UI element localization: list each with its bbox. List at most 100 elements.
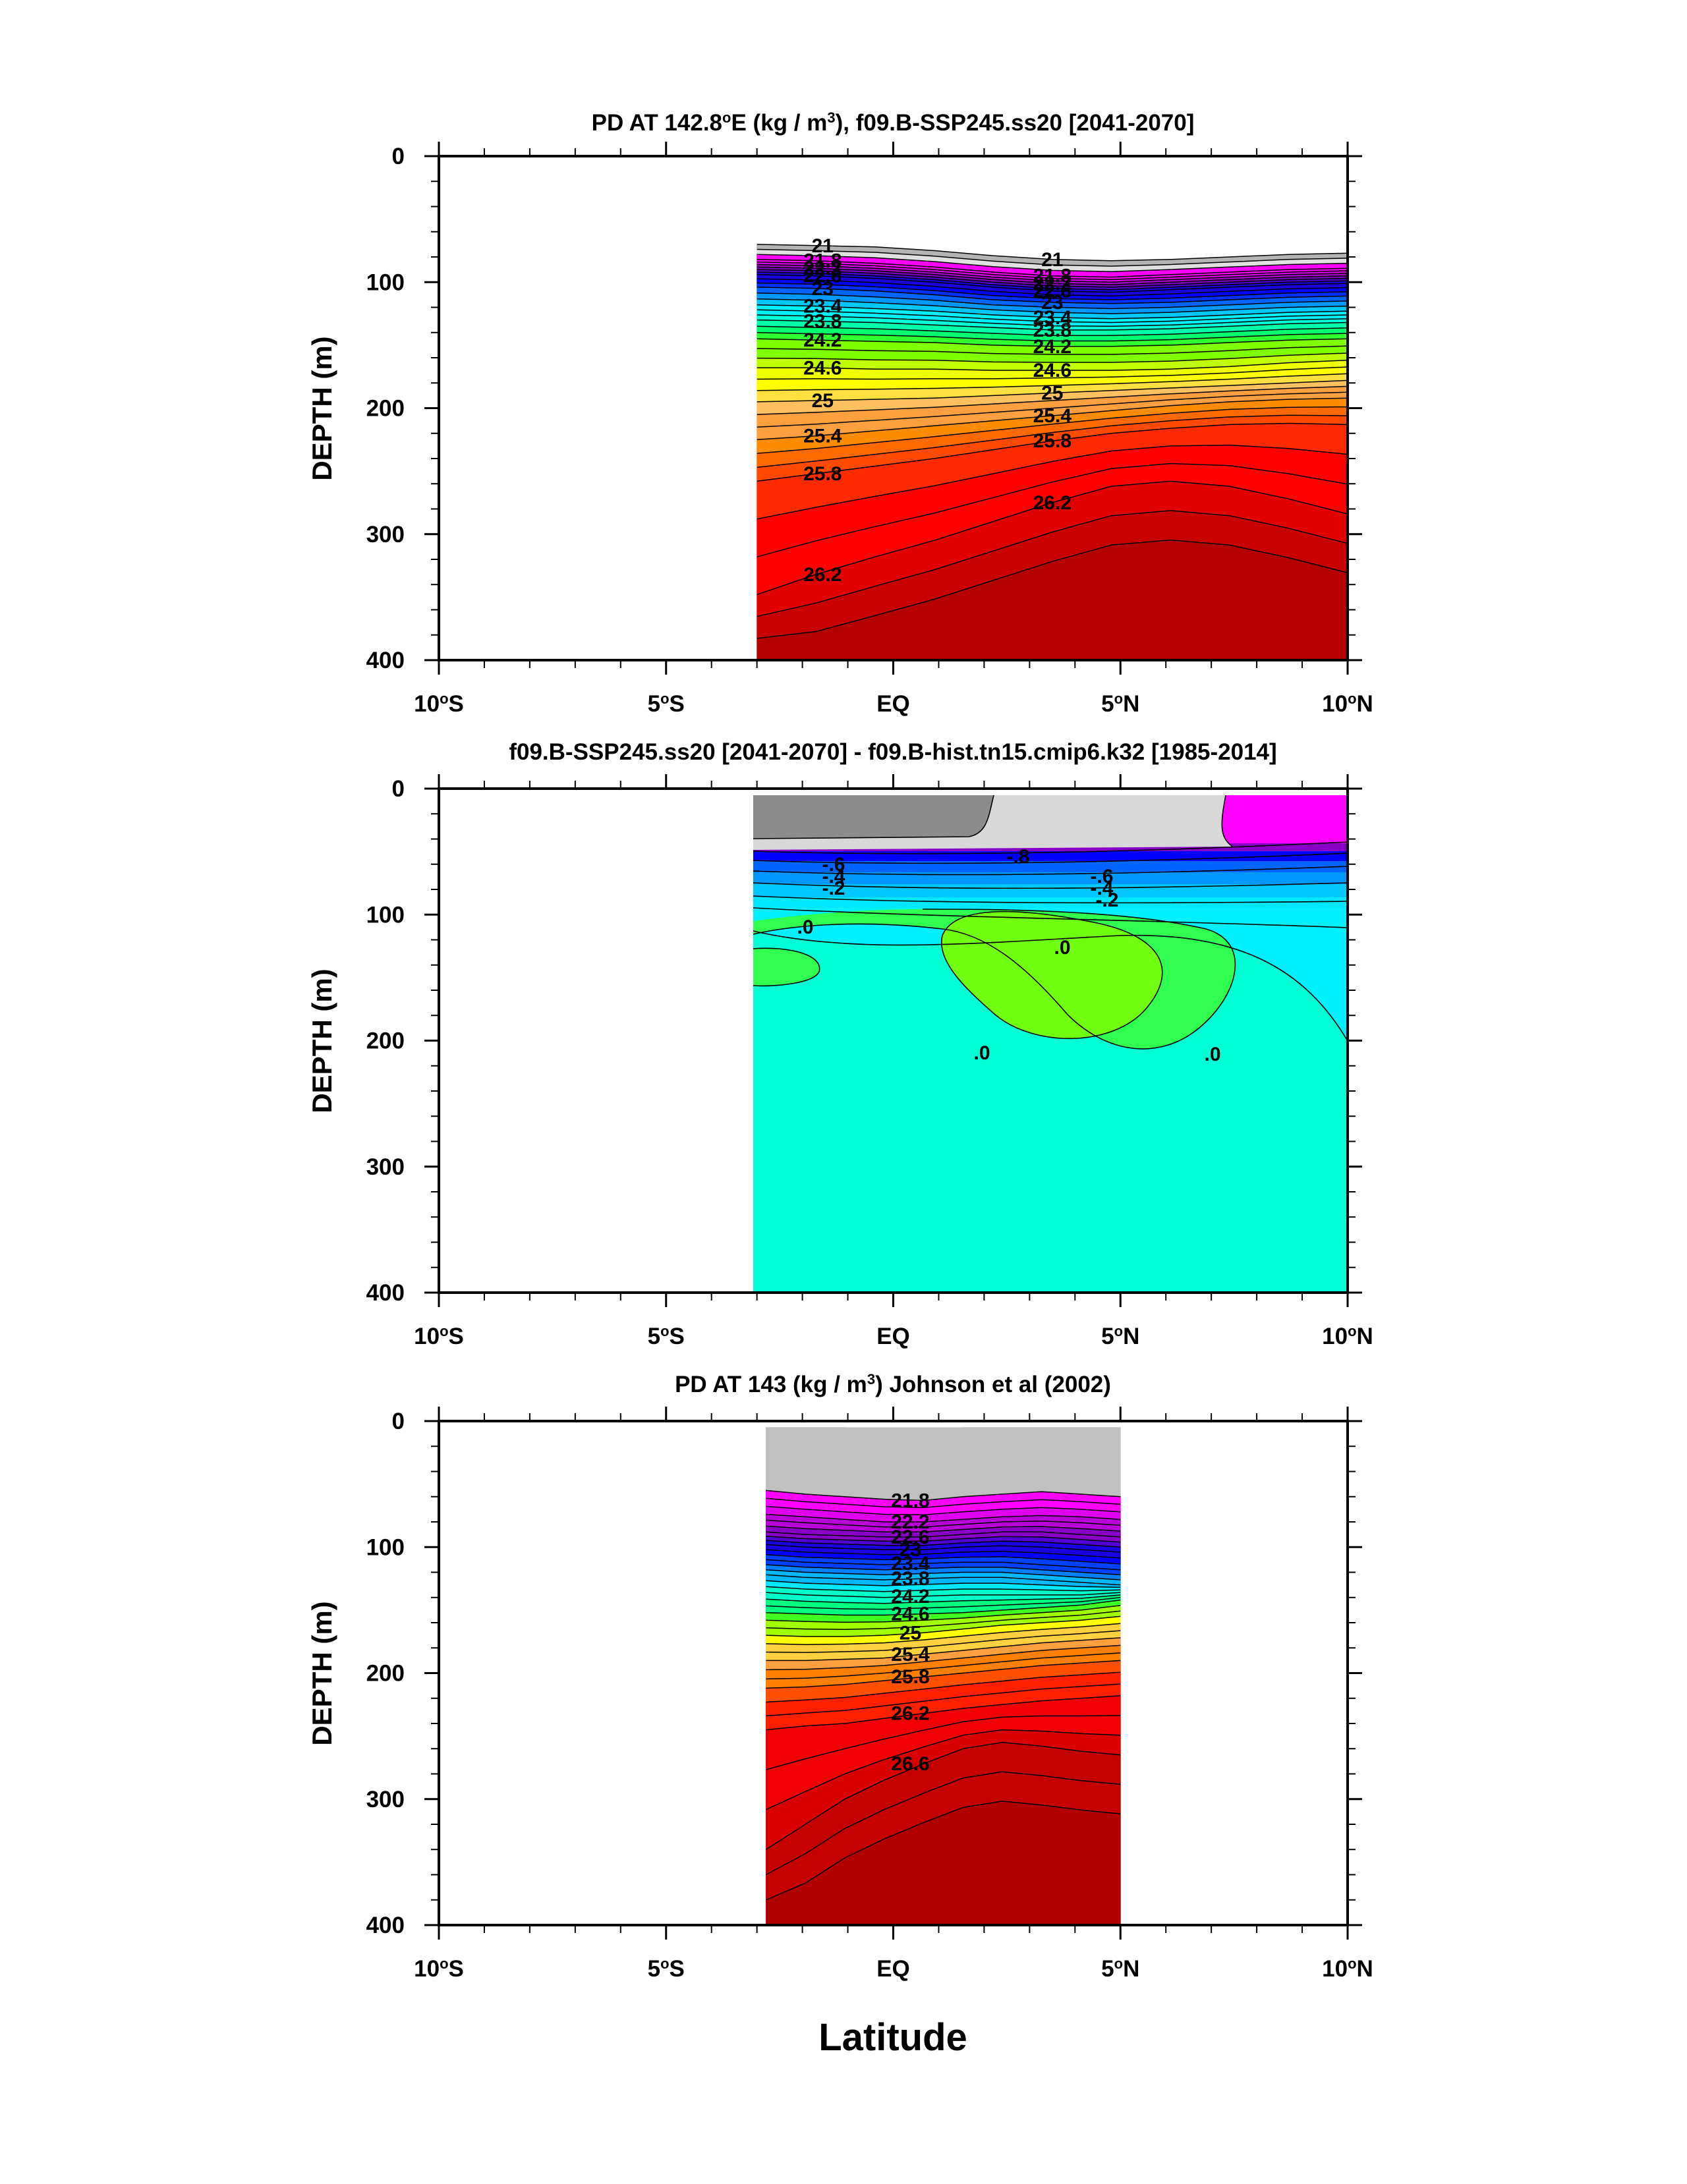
panel-2-line-gray-2 (1221, 795, 1233, 847)
contour-label: 23 (812, 278, 834, 300)
contour-label: 23.4 (803, 296, 842, 318)
contour-label: 22.6 (891, 1526, 929, 1548)
contour-line (766, 1599, 1121, 1616)
x-tick-label: EQ (876, 1324, 910, 1349)
x-tick-degree: o (1114, 1323, 1123, 1339)
panel-2-title: f09.B-SSP245.ss20 [2041-2070] - f09.B-hi… (509, 739, 1276, 765)
contour-line (766, 1695, 1121, 1731)
x-tick-hemisphere: N (1357, 1956, 1373, 1982)
contour-label: 23 (900, 1539, 921, 1561)
contour-label: 22.6 (1033, 281, 1072, 302)
x-tick-hemisphere: EQ (876, 691, 910, 717)
x-tick-hemisphere: N (1357, 1324, 1373, 1349)
x-tick-degree: o (660, 1323, 669, 1339)
panel-1-contour-labels: 212121.821.822.222.222.622.6232323.423.4… (803, 235, 1072, 586)
panel-1-title-sup1: o (722, 109, 731, 126)
panel-2-region-west-positive (753, 948, 820, 986)
contour-label: .0 (973, 1042, 990, 1064)
contour-line (757, 462, 1348, 557)
x-tick-num: 10 (1322, 691, 1348, 717)
contour-label: 24.6 (1033, 360, 1072, 381)
contour-label: -.4 (1090, 878, 1113, 899)
contour-label: 25.8 (891, 1666, 929, 1688)
contour-label: 24.6 (803, 357, 842, 379)
x-tick-hemisphere: N (1357, 691, 1373, 717)
panel-1: PD AT 142.8oE (kg / m3), f09.B-SSP245.ss… (306, 109, 1373, 717)
contour-line (757, 444, 1348, 520)
contour-line (757, 510, 1348, 617)
panel-2-line-c (753, 866, 1348, 876)
contour-line (757, 414, 1348, 468)
contour-line (757, 422, 1348, 482)
x-tick-label: 10oS (414, 690, 464, 717)
contour-line (766, 1671, 1121, 1703)
x-tick-label: EQ (876, 691, 910, 717)
x-tick-num: 5 (1101, 1324, 1114, 1349)
contour-line (766, 1513, 1121, 1523)
contour-line (757, 325, 1348, 336)
contour-label: -.2 (822, 878, 845, 899)
contour-label: -.8 (1006, 846, 1029, 868)
contour-line (757, 391, 1348, 428)
x-tick-label: 5oS (648, 1323, 685, 1350)
contour-line (766, 1715, 1121, 1770)
contour-line (766, 1544, 1121, 1553)
contour-line (757, 360, 1348, 371)
contour-label: 21.8 (803, 250, 842, 272)
panel-3-title-sup: 3 (867, 1371, 875, 1387)
contour-line (757, 345, 1348, 355)
contour-line (766, 1594, 1121, 1604)
x-tick-num: 5 (648, 691, 660, 717)
x-tick-hemisphere: S (670, 1324, 685, 1349)
x-tick-hemisphere: N (1123, 691, 1139, 717)
x-tick-label: 10oS (414, 1323, 464, 1350)
panel-2-ylabel: DEPTH (m) (306, 968, 337, 1113)
x-tick-hemisphere: EQ (876, 1956, 910, 1982)
panel-2-line-d (753, 882, 1348, 889)
panel-1-contour-lines (757, 244, 1348, 639)
panel-1-title-a: PD AT 142.8 (592, 110, 722, 136)
panel-2-line-a (753, 841, 1348, 854)
contour-line (766, 1610, 1121, 1630)
contour-line (757, 480, 1348, 596)
panel-2-line-gray-1 (753, 795, 994, 839)
contour-label: 22.2 (891, 1511, 929, 1533)
x-tick-degree: o (660, 1955, 669, 1972)
x-tick-label: 5oS (648, 1955, 685, 1982)
panel-3: PD AT 143 (kg / m3) Johnson et al (2002)… (306, 1371, 1373, 1982)
y-tick-label: 400 (366, 648, 405, 673)
x-tick-label: EQ (876, 1956, 910, 1982)
contour-label: 22.2 (1033, 273, 1072, 294)
contour-line (757, 278, 1348, 297)
contour-line (757, 244, 1348, 262)
x-tick-degree: o (1348, 1955, 1356, 1972)
contour-line (766, 1569, 1121, 1581)
contour-line (766, 1592, 1121, 1598)
contour-label: 25 (900, 1622, 921, 1644)
contour-line (757, 397, 1348, 441)
panel-2-contour-lines (753, 795, 1348, 1050)
contour-line (766, 1683, 1121, 1717)
contour-line (766, 1637, 1121, 1662)
contour-line (766, 1490, 1121, 1501)
panel-1-title-sup2: 3 (827, 109, 835, 126)
x-tick-num: 5 (1101, 691, 1114, 717)
x-tick-label: 10oN (1322, 690, 1373, 717)
panel-3-ylabel: DEPTH (m) (306, 1601, 337, 1745)
contour-line (757, 254, 1348, 273)
contour-label: 25.4 (803, 426, 842, 447)
contour-line (766, 1525, 1121, 1533)
contour-label: -.6 (1090, 866, 1113, 887)
panel-1-title-c: ), f09.B-SSP245.ss20 [2041-2070] (836, 110, 1195, 136)
y-tick-label: 200 (366, 1028, 405, 1054)
x-tick-degree: o (1348, 1323, 1356, 1339)
x-tick-num: 5 (648, 1956, 660, 1982)
x-tick-hemisphere: S (449, 691, 464, 717)
y-tick-label: 0 (392, 1409, 405, 1434)
y-tick-label: 100 (366, 902, 405, 928)
panel-2-surface-dark-gray (753, 795, 994, 839)
contour-line (766, 1580, 1121, 1588)
contour-label: 25.4 (1033, 405, 1072, 427)
contour-line (757, 304, 1348, 320)
